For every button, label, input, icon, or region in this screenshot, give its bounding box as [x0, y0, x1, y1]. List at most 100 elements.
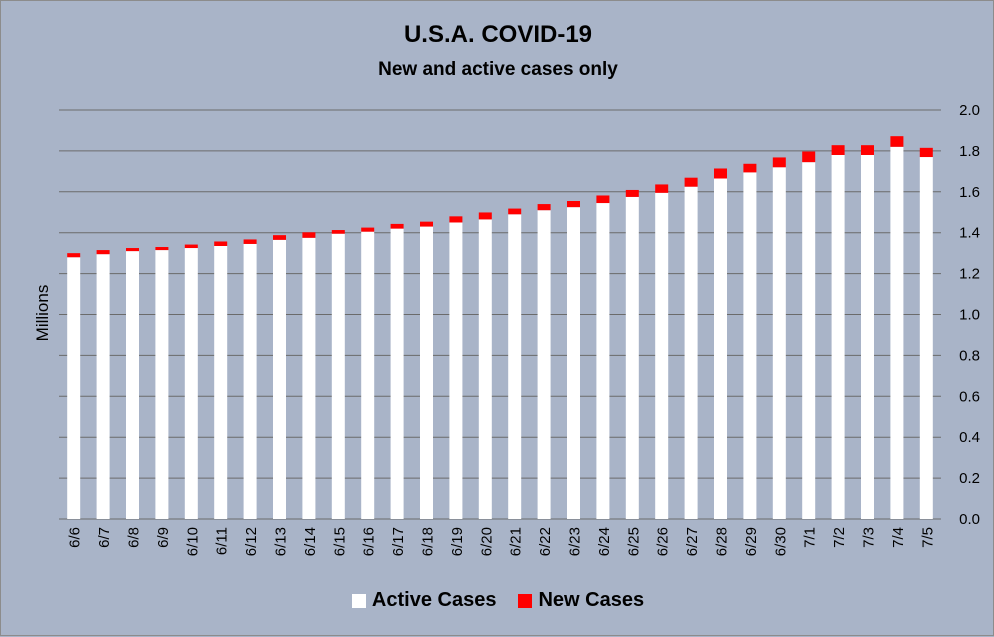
legend-item-new: New Cases: [518, 589, 644, 612]
bar-active-cases: [96, 254, 110, 520]
legend-label-new: New Cases: [538, 589, 645, 611]
y-tick-label: 1.4: [959, 225, 980, 242]
bar-active-cases: [390, 228, 404, 520]
y-tick-label: 2.0: [959, 102, 980, 119]
bar-active-cases: [478, 219, 492, 519]
y-tick-label: 0.4: [959, 429, 980, 446]
bar-active-cases: [155, 250, 169, 519]
bar-active-cases: [596, 203, 610, 520]
bar-new-cases: [67, 253, 81, 258]
x-tick-label: 6/10: [184, 527, 201, 556]
x-tick-label: 7/1: [802, 527, 819, 548]
y-tick-label: 1.2: [959, 266, 980, 283]
x-tick-label: 6/20: [478, 527, 495, 556]
y-tick-label: 0.8: [959, 347, 980, 364]
bar-new-cases: [478, 212, 492, 220]
bar-new-cases: [361, 227, 375, 232]
bar-new-cases: [184, 244, 198, 249]
bar-active-cases: [331, 233, 345, 519]
bar-new-cases: [126, 248, 139, 252]
bars: [67, 136, 933, 520]
bar-active-cases: [831, 154, 845, 520]
bar-new-cases: [420, 221, 433, 227]
x-tick-label: 7/3: [861, 527, 878, 548]
bar-active-cases: [537, 210, 551, 519]
x-tick-label: 6/6: [67, 527, 84, 548]
gridlines: [59, 109, 941, 520]
x-tick-label: 6/30: [772, 527, 789, 556]
bar-active-cases: [743, 172, 757, 519]
bar-active-cases: [302, 237, 316, 519]
x-tick-label: 6/9: [155, 527, 172, 548]
x-tick-label: 6/15: [331, 527, 348, 556]
bar-active-cases: [684, 186, 698, 519]
x-tick-label: 6/14: [302, 527, 319, 556]
x-tick-labels: 6/6 6/7 6/8 6/9 6/10 6/11 6/12 6/13 6/14 6/15 6/16…: [67, 527, 937, 556]
x-tick-label: 6/18: [420, 527, 437, 556]
x-tick-label: 7/2: [831, 527, 848, 548]
bar-new-cases: [449, 216, 463, 223]
bar-new-cases: [802, 151, 816, 163]
y-tick-label: 1.8: [959, 143, 980, 160]
bar-active-cases: [243, 243, 257, 519]
bar-new-cases: [537, 204, 551, 211]
bar-new-cases: [655, 184, 669, 193]
x-tick-label: 6/16: [361, 527, 378, 556]
bar-active-cases: [361, 231, 375, 520]
legend: Active Cases New Cases: [1, 589, 994, 612]
x-tick-label: 6/28: [714, 527, 731, 556]
bar-new-cases: [273, 235, 286, 240]
bar-new-cases: [890, 136, 904, 147]
legend-item-active: Active Cases: [351, 589, 497, 612]
bar-active-cases: [625, 196, 639, 519]
bar-new-cases: [831, 145, 845, 155]
x-tick-label: 6/19: [449, 527, 466, 556]
bar-new-cases: [567, 201, 580, 208]
bar-new-cases: [684, 177, 698, 187]
bar-new-cases: [155, 247, 169, 251]
bar-active-cases: [67, 257, 81, 519]
bar-active-cases: [919, 157, 933, 519]
x-tick-label: 6/24: [596, 527, 613, 556]
bar-active-cases: [184, 248, 198, 519]
x-tick-label: 6/29: [743, 527, 760, 556]
bar-new-cases: [596, 195, 610, 204]
chart-subtitle: New and active cases only: [378, 59, 618, 80]
x-tick-label: 6/22: [537, 527, 554, 556]
bar-active-cases: [655, 192, 669, 519]
y-tick-labels: 0.0 0.2 0.4 0.6 0.8 1.0 1.2 1.4 1.6 1.8 2.0: [959, 102, 980, 528]
bar-active-cases: [420, 226, 433, 519]
bar-new-cases: [302, 232, 316, 238]
bar-active-cases: [126, 251, 139, 520]
chart-title: U.S.A. COVID-19: [403, 21, 593, 48]
bar-new-cases: [243, 239, 257, 244]
bar-new-cases: [743, 163, 757, 173]
bar-new-cases: [625, 189, 639, 197]
bar-new-cases: [214, 241, 228, 246]
bar-active-cases: [802, 162, 816, 519]
legend-swatch-new: [518, 593, 533, 608]
x-tick-label: 7/5: [919, 527, 936, 548]
x-tick-label: 6/13: [273, 527, 290, 556]
bar-active-cases: [449, 222, 463, 519]
y-tick-label: 0.0: [959, 511, 980, 528]
bar-active-cases: [508, 214, 522, 520]
bar-new-cases: [390, 223, 404, 229]
y-tick-label: 0.2: [959, 470, 980, 487]
bar-new-cases: [919, 147, 933, 158]
bar-active-cases: [772, 167, 786, 519]
legend-swatch-active: [351, 593, 366, 608]
bar-active-cases: [861, 154, 874, 520]
y-tick-label: 1.0: [959, 307, 980, 324]
x-tick-label: 6/26: [655, 527, 672, 556]
x-tick-label: 6/23: [567, 527, 584, 556]
legend-label-active: Active Cases: [371, 589, 497, 611]
bar-new-cases: [96, 250, 110, 255]
bar-new-cases: [331, 230, 345, 234]
x-tick-label: 6/12: [243, 527, 260, 556]
y-tick-label: 0.6: [959, 388, 980, 405]
bar-new-cases: [508, 208, 522, 215]
bar-new-cases: [714, 168, 727, 179]
